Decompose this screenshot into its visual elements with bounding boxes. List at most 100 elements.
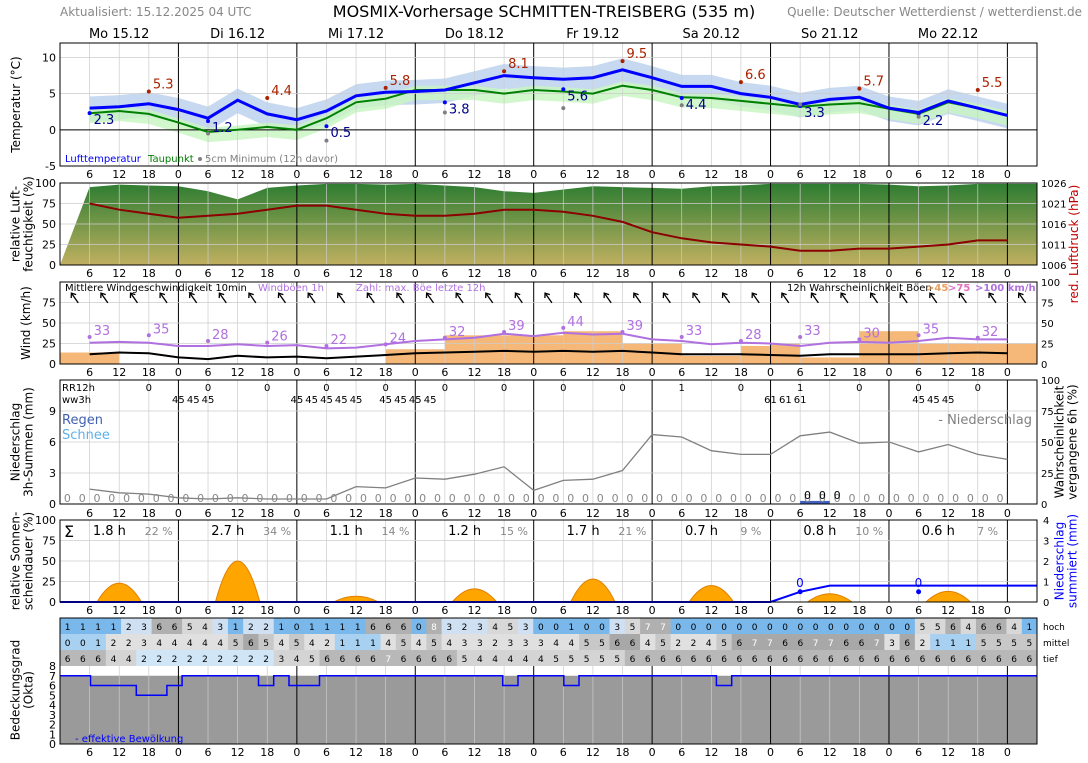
hum-tick: 18 bbox=[379, 267, 393, 280]
wind-tick: 0 bbox=[175, 366, 182, 379]
arrow-shaft bbox=[189, 292, 198, 304]
cloud-value: 5 bbox=[935, 623, 941, 633]
cloud-value: 6 bbox=[614, 639, 620, 649]
cloud-tick: 18 bbox=[734, 746, 748, 759]
cloud-cell bbox=[914, 618, 931, 634]
cloud-cell bbox=[365, 618, 381, 634]
cloud-tick: 6 bbox=[323, 746, 330, 759]
cloud-cell bbox=[182, 650, 198, 666]
temp-ylabel-line: Temperatur (°C) bbox=[9, 56, 23, 153]
cloud-cell bbox=[975, 618, 992, 634]
cloud-value: 7 bbox=[660, 623, 666, 633]
cloud-value: 4 bbox=[416, 639, 422, 649]
temp-tick: 18 bbox=[260, 168, 274, 181]
cloud-value: 6 bbox=[370, 655, 376, 665]
arrow-head bbox=[277, 292, 284, 299]
cloud-value: 6 bbox=[324, 655, 330, 665]
sunshine-area bbox=[333, 595, 379, 603]
wind-arrow-icon bbox=[337, 292, 346, 304]
sum-precip-ylabel-line: Niederschlag bbox=[1053, 522, 1067, 600]
pressure-line bbox=[89, 202, 1008, 252]
cloud-value: 5 bbox=[614, 655, 620, 665]
sun-daily-hours: 1.2 h bbox=[448, 524, 481, 539]
sun-tick: 0 bbox=[649, 604, 656, 617]
cloud-value: 4 bbox=[217, 639, 223, 649]
cloud-cell bbox=[517, 634, 534, 650]
gust-prob-ytick: 100 bbox=[1041, 278, 1060, 289]
cloud-cell bbox=[456, 634, 473, 650]
cloud-value: 5 bbox=[462, 655, 468, 665]
rr12h-value: 0 bbox=[619, 383, 625, 394]
cloud-value: 4 bbox=[492, 623, 498, 633]
hum-tick: 12 bbox=[586, 267, 600, 280]
sun-daily-pct: 7 % bbox=[977, 525, 998, 538]
sum-precip-point bbox=[916, 589, 922, 595]
cloud-value: 1 bbox=[278, 623, 284, 633]
precip-amount: 0 bbox=[700, 492, 707, 505]
cloud-value: 2 bbox=[462, 623, 468, 633]
cloud-value: 4 bbox=[706, 639, 712, 649]
precip-amount: 0 bbox=[123, 492, 130, 505]
arrow-shaft bbox=[870, 292, 879, 304]
gust-max-point bbox=[146, 333, 151, 338]
cloud-value: 4 bbox=[156, 639, 162, 649]
cloud-cell bbox=[380, 618, 397, 634]
cloud-cell bbox=[151, 634, 168, 650]
precip-amount: 0 bbox=[863, 492, 870, 505]
precip-amount: 0 bbox=[508, 492, 515, 505]
rr12h-value: 0 bbox=[442, 383, 448, 394]
cloud-cell bbox=[945, 618, 961, 634]
cloud-cell bbox=[288, 650, 305, 666]
cloud-cell bbox=[579, 618, 595, 634]
cloud-value: 0 bbox=[553, 623, 559, 633]
cloud-cell bbox=[502, 650, 519, 666]
sun-ytick: 100 bbox=[35, 514, 56, 527]
cloud-value: 6 bbox=[889, 655, 895, 665]
gust-prob-ytick: 25 bbox=[1041, 340, 1054, 351]
temp-min-label: 0.5 bbox=[330, 126, 351, 141]
sunshine-area bbox=[96, 582, 143, 603]
pressure-ytick: 1006 bbox=[1041, 261, 1066, 272]
cloud-value: 0 bbox=[584, 623, 590, 633]
wind-tick: 0 bbox=[649, 366, 656, 379]
precip-amount-highlight: 0 bbox=[834, 489, 841, 502]
wind-ytick: 50 bbox=[42, 317, 56, 330]
cloud-cell bbox=[640, 634, 656, 650]
arrow-shaft bbox=[959, 292, 967, 304]
day-header: Fr 19.12 bbox=[566, 27, 619, 42]
cloud-cell bbox=[930, 634, 946, 650]
rr12h-value: 0 bbox=[915, 383, 921, 394]
hum-ytick: 75 bbox=[42, 198, 56, 211]
cloud-tick: 12 bbox=[231, 746, 245, 759]
arrow-head bbox=[100, 292, 106, 299]
cloud-cell bbox=[991, 634, 1007, 650]
gust-max-label: 32 bbox=[449, 325, 466, 340]
cloud-cell bbox=[487, 618, 504, 634]
cloud-value: 5 bbox=[553, 655, 559, 665]
precip-amount: 0 bbox=[108, 492, 115, 505]
sunshine-area bbox=[214, 560, 261, 603]
sun-ylabel: relative Sonnen-scheindauer (%) bbox=[9, 512, 36, 611]
cloud-value: 0 bbox=[599, 623, 605, 633]
precip-prob-ytick: 25 bbox=[1041, 469, 1054, 480]
arrow-shaft bbox=[485, 292, 494, 304]
cloud-value: 3 bbox=[462, 639, 468, 649]
gust-max-point bbox=[87, 334, 92, 339]
cloud-cell bbox=[731, 634, 748, 650]
precip-amount: 0 bbox=[242, 492, 249, 505]
cloud-cell bbox=[808, 650, 824, 666]
cloud-tick: 12 bbox=[112, 746, 126, 759]
hum-tick: 0 bbox=[175, 267, 182, 280]
arrow-head bbox=[70, 292, 77, 299]
cloud-value: 4 bbox=[172, 639, 178, 649]
arrow-head bbox=[455, 292, 462, 299]
gust-max-point bbox=[206, 339, 211, 344]
hum-tick: 12 bbox=[823, 267, 837, 280]
sum-precip-ytick: 3 bbox=[1043, 537, 1049, 548]
cloud-row-label: tief bbox=[1043, 655, 1059, 665]
precip-ylabel: Niederschlag 3h-Summen (mm) bbox=[9, 387, 36, 497]
precip-tick: 6 bbox=[560, 507, 567, 520]
cloud-value: 1 bbox=[309, 623, 315, 633]
precip-tick: 18 bbox=[379, 507, 393, 520]
cloud-tick: 18 bbox=[142, 746, 156, 759]
